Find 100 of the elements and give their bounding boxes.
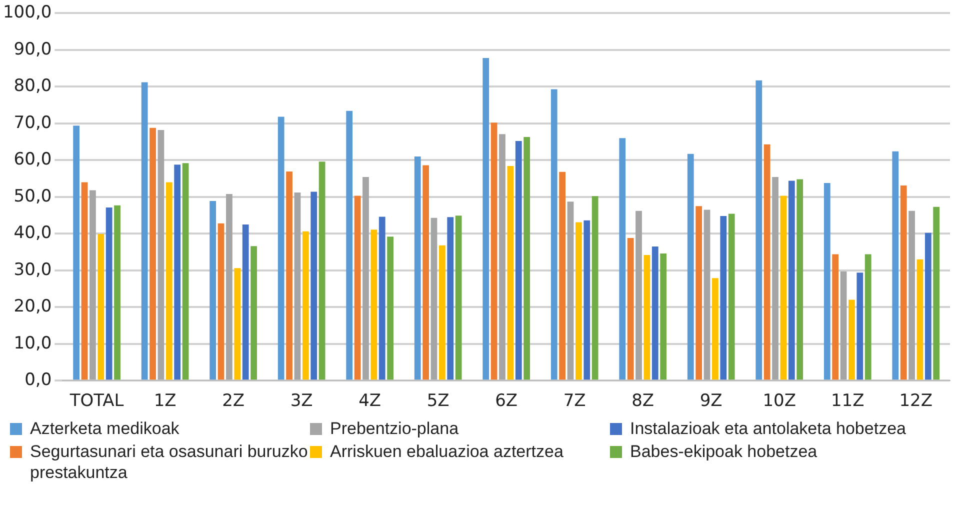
bar — [158, 130, 164, 380]
x-tick-label: 5Z — [426, 391, 450, 412]
bar — [507, 166, 514, 380]
bar — [567, 202, 574, 380]
bar — [414, 156, 421, 380]
bar — [362, 177, 369, 380]
x-tick-label: 3Z — [290, 391, 313, 412]
bar — [354, 196, 361, 380]
bar — [592, 196, 598, 380]
bar — [166, 182, 172, 380]
bar — [824, 182, 830, 380]
y-tick-label: 10,0 — [14, 333, 52, 354]
x-tick-label: 10Z — [762, 391, 796, 412]
legend-label: Prebentzio-plana — [330, 418, 459, 439]
bar — [210, 200, 216, 380]
bar — [182, 163, 189, 380]
bar — [712, 278, 718, 380]
bar — [900, 186, 907, 380]
y-tick-label: 80,0 — [14, 76, 52, 96]
bar — [652, 246, 658, 380]
bar — [832, 254, 839, 380]
bar — [455, 216, 462, 380]
y-tick-label: 20,0 — [14, 296, 52, 317]
bar — [490, 122, 498, 380]
legend-label: Babes-ekipoak hobetzea — [630, 441, 818, 462]
x-tick-label: 6Z — [495, 391, 518, 412]
bar — [796, 179, 804, 380]
bar — [864, 254, 872, 380]
bar — [704, 210, 710, 380]
bar — [234, 268, 241, 380]
bar — [515, 141, 522, 380]
bar — [856, 272, 864, 380]
bar — [756, 80, 762, 380]
x-tick-label: 9Z — [700, 391, 722, 412]
bar — [924, 232, 932, 380]
bar — [438, 245, 446, 380]
bar — [575, 222, 582, 380]
legend-label: Instalazioak eta antolaketa hobetzea — [630, 418, 906, 439]
bar — [250, 246, 257, 380]
bar — [150, 128, 156, 380]
bar — [696, 206, 702, 380]
bar — [908, 210, 915, 380]
y-tick-label: 90,0 — [14, 39, 52, 60]
bar — [644, 254, 650, 380]
bar — [302, 231, 309, 380]
bar — [840, 271, 847, 380]
bar — [550, 89, 558, 380]
bar — [687, 154, 694, 380]
bar — [499, 134, 506, 380]
bar — [422, 165, 429, 380]
bar — [278, 116, 284, 380]
y-tick-label: 40,0 — [14, 223, 52, 244]
bar — [780, 196, 787, 380]
bar — [772, 177, 778, 380]
x-tick-label: 11Z — [830, 391, 864, 412]
bar — [242, 224, 249, 380]
x-tick-label: 12Z — [899, 391, 933, 412]
bar — [218, 223, 224, 380]
legend-label: Azterketa medikoak — [30, 418, 180, 439]
x-tick-label: 2Z — [222, 391, 245, 412]
bar — [378, 216, 386, 380]
x-tick-label: 8Z — [632, 391, 654, 412]
bar — [848, 300, 855, 380]
y-tick-label: 0,0 — [24, 370, 52, 390]
bar — [933, 206, 940, 380]
bar — [584, 220, 590, 380]
bar — [720, 216, 727, 380]
bar — [387, 236, 394, 380]
legend-label: Arriskuen ebaluazioa aztertzea — [330, 441, 564, 462]
bar — [892, 151, 899, 380]
bar — [286, 172, 292, 380]
x-tick-label: 7Z — [563, 391, 586, 412]
y-tick-label: 100,0 — [2, 2, 52, 23]
bar — [660, 253, 667, 380]
y-tick-label: 60,0 — [14, 150, 52, 170]
x-tick-label: 1Z — [154, 391, 176, 412]
bar — [81, 182, 88, 380]
bar — [294, 192, 301, 380]
bar — [916, 259, 924, 380]
bar — [318, 162, 326, 380]
bar — [346, 110, 353, 380]
bar — [430, 218, 438, 380]
bar — [627, 238, 634, 380]
bar — [310, 192, 318, 380]
bar — [370, 230, 378, 380]
bar — [482, 58, 490, 380]
y-tick-label: 30,0 — [14, 260, 52, 280]
bar — [141, 82, 148, 380]
bar — [114, 205, 120, 380]
bar — [524, 137, 530, 380]
bar — [636, 210, 642, 380]
bar — [90, 190, 96, 380]
y-tick-label: 50,0 — [14, 186, 52, 206]
bar — [226, 194, 232, 380]
bar — [174, 164, 181, 380]
bar — [73, 126, 80, 380]
y-tick-label: 70,0 — [14, 112, 52, 133]
bar — [788, 180, 795, 380]
bar — [559, 172, 566, 380]
x-tick-label: TOTAL — [68, 391, 124, 412]
